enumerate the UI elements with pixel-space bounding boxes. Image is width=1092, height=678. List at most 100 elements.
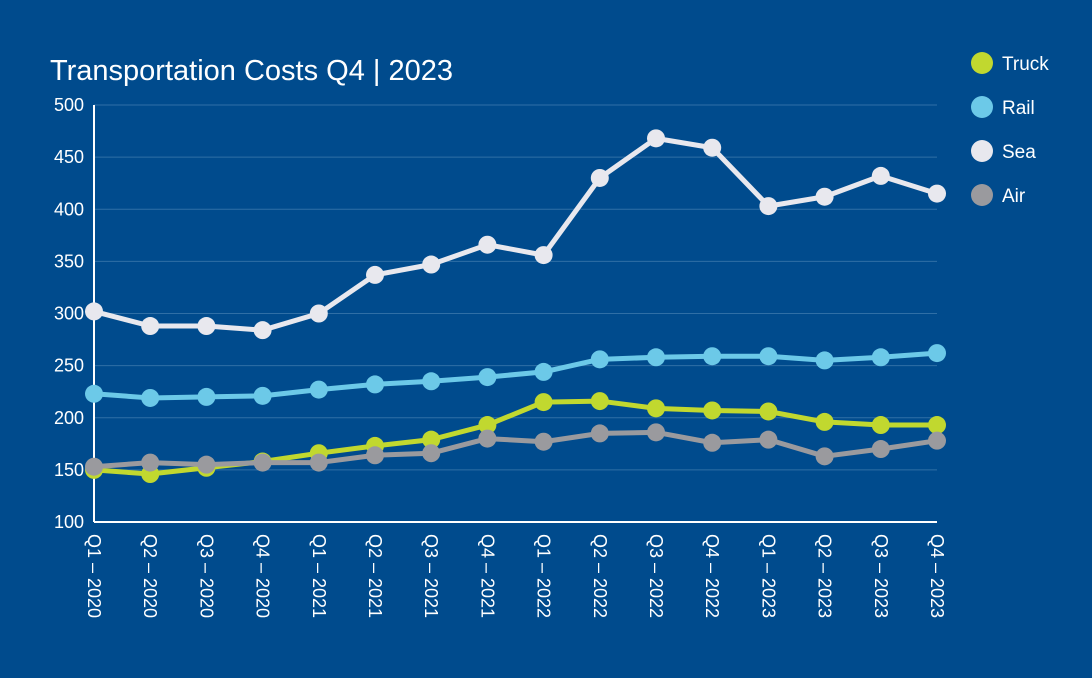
data-point-truck[interactable]: [928, 416, 946, 435]
data-point-air[interactable]: [309, 453, 328, 472]
x-tick-label: Q4 – 2022: [702, 534, 722, 618]
data-point-air[interactable]: [871, 440, 890, 459]
x-tick-label: Q4 – 2021: [477, 534, 497, 618]
y-tick-label: 400: [54, 199, 84, 219]
data-point-rail[interactable]: [534, 362, 553, 381]
legend-item-rail[interactable]: Rail: [971, 96, 1035, 119]
data-point-rail[interactable]: [141, 388, 160, 407]
data-point-rail[interactable]: [703, 347, 722, 366]
y-tick-label: 250: [54, 356, 84, 376]
data-point-rail[interactable]: [871, 348, 890, 367]
legend-marker: [971, 52, 993, 74]
x-tick-labels: Q1 – 2020 Q2 – 2020 Q3 – 2020 Q4 – 2020 Q1 –…: [84, 534, 947, 618]
data-point-rail[interactable]: [928, 344, 946, 363]
data-point-rail[interactable]: [253, 386, 272, 405]
data-point-rail[interactable]: [759, 347, 778, 366]
data-point-air[interactable]: [647, 423, 665, 442]
data-point-sea[interactable]: [253, 321, 272, 340]
y-tick-label: 200: [54, 408, 84, 428]
data-point-sea[interactable]: [85, 302, 103, 321]
legend-label: Air: [1002, 186, 1026, 207]
data-point-sea[interactable]: [309, 304, 328, 323]
data-point-rail[interactable]: [85, 384, 103, 403]
x-tick-label: Q3 – 2023: [871, 534, 891, 618]
series-rail: [85, 344, 946, 407]
y-tick-label: 450: [54, 147, 84, 167]
data-point-truck[interactable]: [534, 393, 553, 412]
data-point-truck[interactable]: [422, 430, 441, 449]
series-lines: [85, 129, 946, 484]
legend-marker: [971, 140, 993, 162]
y-tick-labels: 100 150 200 250 300 350 400 450 500: [54, 95, 84, 532]
data-point-truck[interactable]: [759, 402, 778, 421]
data-point-air[interactable]: [928, 431, 946, 450]
data-point-rail[interactable]: [422, 372, 441, 391]
data-point-sea[interactable]: [478, 235, 497, 254]
x-tick-label: Q2 – 2020: [140, 534, 160, 618]
x-tick-label: Q4 – 2020: [253, 534, 273, 618]
x-tick-label: Q2 – 2022: [590, 534, 610, 618]
series-line-air: [91, 429, 940, 470]
data-point-rail[interactable]: [309, 380, 328, 399]
data-point-air[interactable]: [253, 453, 272, 472]
legend-label: Rail: [1002, 98, 1035, 119]
data-point-sea[interactable]: [197, 317, 216, 336]
data-point-air[interactable]: [703, 433, 722, 452]
data-point-sea[interactable]: [422, 255, 441, 274]
data-point-sea[interactable]: [815, 187, 834, 206]
chart-title: Transportation Costs Q4 | 2023: [50, 55, 453, 87]
data-point-sea[interactable]: [590, 168, 609, 187]
legend-label: Truck: [1002, 54, 1049, 75]
data-point-rail[interactable]: [590, 350, 609, 369]
gridlines: [94, 104, 937, 471]
data-point-air[interactable]: [141, 453, 160, 472]
data-point-sea[interactable]: [534, 246, 553, 265]
data-point-air[interactable]: [85, 457, 103, 476]
data-point-sea[interactable]: [647, 129, 665, 148]
data-point-air[interactable]: [759, 430, 778, 449]
data-point-sea[interactable]: [759, 197, 778, 216]
y-tick-label: 150: [54, 460, 84, 480]
data-point-sea[interactable]: [703, 138, 722, 157]
data-point-rail[interactable]: [366, 375, 384, 394]
legend-marker: [971, 96, 993, 118]
x-tick-label: Q1 – 2022: [534, 534, 554, 618]
x-tick-label: Q3 – 2020: [196, 534, 216, 618]
x-tick-label: Q1 – 2021: [309, 534, 329, 618]
data-point-air[interactable]: [478, 429, 497, 448]
data-point-sea[interactable]: [871, 166, 890, 185]
x-tick-label: Q2 – 2021: [365, 534, 385, 618]
x-tick-label: Q3 – 2021: [421, 534, 441, 618]
legend-item-truck[interactable]: Truck: [971, 52, 1049, 75]
data-point-air[interactable]: [815, 447, 834, 466]
legend-item-sea[interactable]: Sea: [971, 140, 1036, 163]
data-point-air[interactable]: [534, 432, 553, 451]
data-point-truck[interactable]: [478, 416, 497, 435]
data-point-truck[interactable]: [647, 399, 665, 418]
legend: Truck Rail Sea Air: [971, 52, 1049, 207]
data-point-rail[interactable]: [197, 387, 216, 406]
data-point-truck[interactable]: [871, 416, 890, 435]
data-point-air[interactable]: [366, 446, 384, 465]
y-tick-label: 100: [54, 512, 84, 532]
data-point-sea[interactable]: [928, 184, 946, 203]
x-tick-label: Q1 – 2023: [758, 534, 778, 618]
y-tick-label: 300: [54, 304, 84, 324]
legend-item-air[interactable]: Air: [971, 184, 1026, 207]
data-point-rail[interactable]: [647, 348, 665, 367]
data-point-air[interactable]: [197, 455, 216, 474]
series-sea: [85, 129, 946, 340]
data-point-sea[interactable]: [366, 265, 384, 284]
series-line-rail: [91, 350, 940, 401]
data-point-truck[interactable]: [703, 401, 722, 420]
data-point-air[interactable]: [590, 424, 609, 443]
x-tick-label: Q3 – 2022: [646, 534, 666, 618]
data-point-sea[interactable]: [141, 317, 160, 336]
data-point-air[interactable]: [422, 444, 441, 463]
data-point-truck[interactable]: [815, 412, 834, 431]
data-point-rail[interactable]: [815, 351, 834, 370]
data-point-truck[interactable]: [590, 392, 609, 411]
series-line-sea: [91, 135, 940, 333]
data-point-rail[interactable]: [478, 368, 497, 387]
